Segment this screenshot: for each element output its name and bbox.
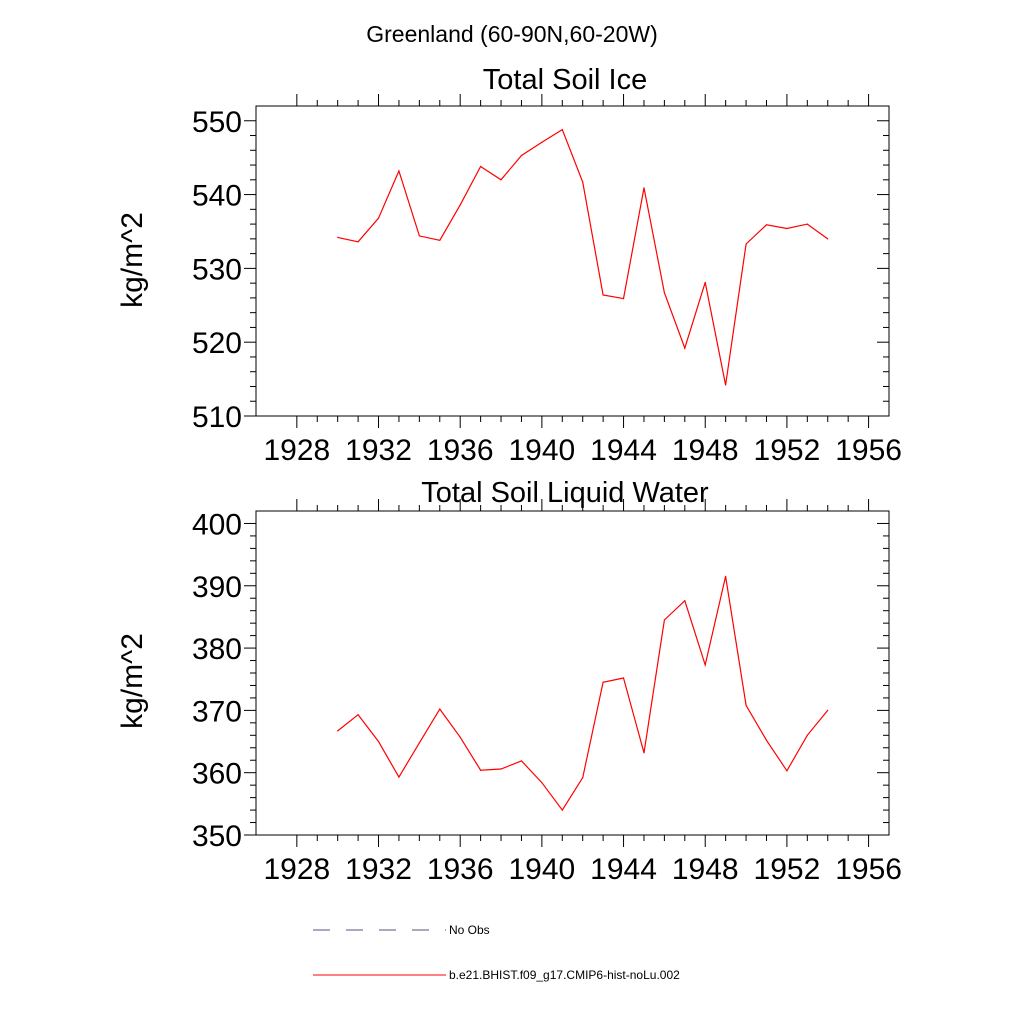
data-point (745, 243, 747, 245)
data-point (418, 235, 420, 237)
data-point (725, 575, 727, 578)
y-tick-label: 350 (192, 820, 242, 853)
plot-area (337, 128, 829, 386)
data-point (357, 241, 359, 243)
data-point (622, 298, 625, 300)
data-point (704, 281, 706, 283)
data-point (520, 760, 523, 762)
data-point (357, 714, 359, 716)
data-point (520, 154, 523, 157)
y-tick-label: 540 (192, 180, 242, 213)
legend: No Obs b.e21.BHIST.f09_g17.CMIP6-hist-no… (313, 923, 680, 982)
y-tick-label: 370 (192, 695, 242, 728)
data-point (827, 238, 829, 240)
x-tick-label: 1956 (835, 853, 902, 886)
x-tick-label: 1940 (508, 853, 575, 886)
x-tick-label: 1932 (345, 853, 412, 886)
data-point (337, 730, 339, 732)
chart-title: Total Soil Ice (483, 64, 647, 96)
y-tick-label: 380 (192, 633, 242, 666)
x-tick-label: 1936 (427, 434, 494, 467)
data-point (398, 776, 400, 778)
y-tick-label: 360 (192, 758, 242, 791)
data-point (786, 770, 788, 772)
axis-ticks: 1928 1932 1936 1940 1944 1948 1952 1956 510 520 53… (192, 94, 902, 467)
data-point (602, 294, 604, 296)
data-point (500, 179, 502, 181)
data-point (541, 141, 543, 143)
y-tick-label: 510 (192, 401, 242, 434)
x-tick-label: 1940 (508, 434, 575, 467)
series-line (337, 128, 829, 386)
figure-title: Greenland (60-90N,60-20W) (366, 21, 657, 47)
data-point (725, 384, 727, 386)
x-tick-label: 1944 (590, 853, 657, 886)
data-point (377, 740, 380, 743)
data-point (561, 129, 563, 131)
y-tick-label: 530 (192, 253, 242, 286)
plot-area (337, 575, 829, 812)
x-tick-label: 1932 (345, 434, 412, 467)
data-point (377, 217, 380, 219)
legend-label-no-obs: No Obs (449, 923, 490, 937)
data-point (622, 677, 625, 679)
data-point (439, 708, 441, 710)
plot-frame (255, 105, 890, 417)
data-point (337, 236, 339, 238)
x-tick-label: 1952 (754, 853, 821, 886)
data-point (745, 704, 747, 707)
data-point (827, 709, 829, 712)
data-point (684, 600, 686, 602)
data-point (643, 752, 645, 754)
x-tick-label: 1948 (672, 853, 739, 886)
data-point (704, 664, 706, 666)
data-point (806, 223, 808, 225)
chart-title: Total Soil Liquid Water (421, 477, 709, 509)
data-point (459, 204, 461, 206)
data-point (418, 742, 420, 744)
data-point (663, 619, 666, 621)
x-tick-label: 1944 (590, 434, 657, 467)
y-axis-label: kg/m^2 (116, 212, 149, 308)
x-tick-label: 1928 (263, 434, 330, 467)
x-tick-label: 1952 (754, 434, 821, 467)
legend-label-model: b.e21.BHIST.f09_g17.CMIP6-hist-noLu.002 (449, 968, 680, 982)
series-line (337, 576, 829, 812)
data-point (459, 736, 461, 738)
data-point (480, 769, 482, 771)
x-tick-label: 1928 (263, 853, 330, 886)
y-tick-label: 400 (192, 508, 242, 541)
data-point (582, 777, 584, 779)
chart-panel-soil-ice: Total Soil Ice kg/m^2 1928 1932 1936 1940 19… (116, 64, 902, 467)
y-tick-label: 520 (192, 327, 242, 360)
data-point (643, 187, 645, 189)
y-tick-label: 550 (192, 106, 242, 139)
plot-frame (255, 510, 890, 836)
axis-ticks: 1928 1932 1936 1940 1944 1948 1952 1956 350 360 37… (192, 499, 902, 886)
data-point (500, 768, 502, 770)
data-point (786, 227, 788, 230)
data-point (765, 224, 768, 226)
data-point (663, 292, 666, 294)
data-point (765, 739, 768, 741)
data-point (398, 170, 400, 172)
chart-panel-soil-liquid-water: Total Soil Liquid Water kg/m^2 1928 1932 1… (116, 477, 902, 886)
data-point (602, 681, 604, 683)
x-tick-label: 1956 (835, 434, 902, 467)
data-point (582, 181, 584, 183)
data-point (684, 347, 686, 349)
data-point (806, 734, 808, 736)
data-point (480, 165, 482, 168)
data-point (561, 809, 563, 811)
y-axis-label: kg/m^2 (116, 633, 149, 729)
data-point (439, 239, 441, 241)
data-point (541, 782, 543, 784)
x-tick-label: 1948 (672, 434, 739, 467)
y-tick-label: 390 (192, 571, 242, 604)
x-tick-label: 1936 (427, 853, 494, 886)
